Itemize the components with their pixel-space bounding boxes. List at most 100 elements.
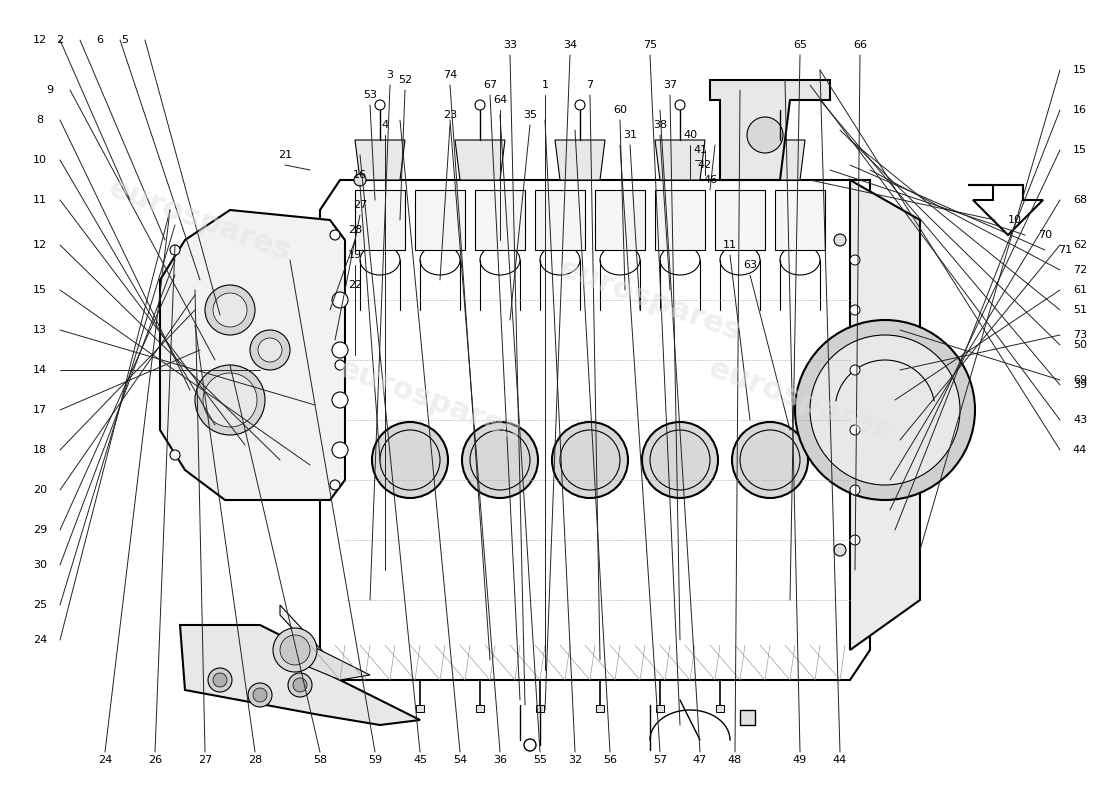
Circle shape <box>330 480 340 490</box>
Circle shape <box>336 360 345 370</box>
Circle shape <box>170 245 180 255</box>
Polygon shape <box>535 190 585 250</box>
Text: 10: 10 <box>33 155 47 165</box>
Text: 21: 21 <box>278 150 293 160</box>
Text: 12: 12 <box>33 240 47 250</box>
Polygon shape <box>160 210 345 500</box>
Text: 38: 38 <box>653 120 667 130</box>
Text: 64: 64 <box>493 95 507 105</box>
Text: 55: 55 <box>534 755 547 765</box>
Text: 28: 28 <box>248 755 262 765</box>
Text: 50: 50 <box>1072 340 1087 350</box>
Circle shape <box>575 100 585 110</box>
Circle shape <box>170 450 180 460</box>
Text: 67: 67 <box>483 80 497 90</box>
Circle shape <box>475 100 485 110</box>
Text: 39: 39 <box>1072 380 1087 390</box>
Circle shape <box>280 635 310 665</box>
Text: 53: 53 <box>363 90 377 100</box>
Text: 36: 36 <box>493 755 507 765</box>
Polygon shape <box>180 625 420 725</box>
Polygon shape <box>355 140 405 180</box>
Circle shape <box>332 392 348 408</box>
Text: 12: 12 <box>33 35 47 45</box>
Text: 28: 28 <box>348 225 362 235</box>
Circle shape <box>675 100 685 110</box>
Circle shape <box>330 230 340 240</box>
Text: 44: 44 <box>833 755 847 765</box>
Text: 31: 31 <box>623 130 637 140</box>
Circle shape <box>732 422 808 498</box>
Circle shape <box>208 668 232 692</box>
Text: 49: 49 <box>793 755 807 765</box>
Text: 13: 13 <box>33 325 47 335</box>
Text: eurospares: eurospares <box>104 174 296 266</box>
Text: 73: 73 <box>1072 330 1087 340</box>
Text: 56: 56 <box>603 755 617 765</box>
Polygon shape <box>776 190 825 250</box>
Circle shape <box>524 739 536 751</box>
Circle shape <box>850 365 860 375</box>
Text: 4: 4 <box>382 120 388 130</box>
Text: 72: 72 <box>1072 265 1087 275</box>
Text: 15: 15 <box>33 285 47 295</box>
Text: 11: 11 <box>723 240 737 250</box>
Polygon shape <box>475 190 525 250</box>
Text: 65: 65 <box>793 40 807 50</box>
Polygon shape <box>556 140 605 180</box>
Text: 66: 66 <box>852 40 867 50</box>
Text: 59: 59 <box>367 755 382 765</box>
Text: 46: 46 <box>703 175 717 185</box>
Circle shape <box>250 330 290 370</box>
Circle shape <box>834 544 846 556</box>
Text: 10: 10 <box>1008 215 1022 225</box>
Text: 54: 54 <box>453 755 468 765</box>
Text: 62: 62 <box>1072 240 1087 250</box>
Circle shape <box>795 320 975 500</box>
Text: 2: 2 <box>56 35 64 45</box>
Text: 44: 44 <box>1072 445 1087 455</box>
Circle shape <box>213 673 227 687</box>
Circle shape <box>332 342 348 358</box>
Circle shape <box>332 442 348 458</box>
Polygon shape <box>476 705 484 712</box>
Text: 15: 15 <box>1072 145 1087 155</box>
Text: 48: 48 <box>728 755 743 765</box>
Text: 29: 29 <box>33 525 47 535</box>
Text: 61: 61 <box>1072 285 1087 295</box>
Polygon shape <box>740 710 755 725</box>
Text: 47: 47 <box>693 755 707 765</box>
Text: 27: 27 <box>198 755 212 765</box>
Text: 32: 32 <box>568 755 582 765</box>
Polygon shape <box>654 140 705 180</box>
Circle shape <box>642 422 718 498</box>
Text: 19: 19 <box>348 250 362 260</box>
Text: 24: 24 <box>33 635 47 645</box>
Text: 27: 27 <box>353 200 367 210</box>
Text: 16: 16 <box>1072 105 1087 115</box>
Circle shape <box>195 365 265 435</box>
Polygon shape <box>595 190 645 250</box>
Circle shape <box>834 234 846 246</box>
Text: 20: 20 <box>33 485 47 495</box>
Circle shape <box>293 678 307 692</box>
Circle shape <box>810 335 960 485</box>
Polygon shape <box>280 605 340 680</box>
Text: 35: 35 <box>522 110 537 120</box>
Text: 58: 58 <box>312 755 327 765</box>
Text: 71: 71 <box>1058 245 1072 255</box>
Circle shape <box>747 117 783 153</box>
Text: 18: 18 <box>33 445 47 455</box>
Circle shape <box>776 100 785 110</box>
Text: 34: 34 <box>563 40 578 50</box>
Circle shape <box>248 683 272 707</box>
Polygon shape <box>715 190 764 250</box>
Text: eurospares: eurospares <box>705 354 895 446</box>
Text: 69: 69 <box>1072 375 1087 385</box>
Text: 5: 5 <box>121 35 129 45</box>
Text: 70: 70 <box>1038 230 1052 240</box>
Circle shape <box>354 174 366 186</box>
Polygon shape <box>850 180 920 650</box>
Circle shape <box>372 422 448 498</box>
Text: 45: 45 <box>412 755 427 765</box>
